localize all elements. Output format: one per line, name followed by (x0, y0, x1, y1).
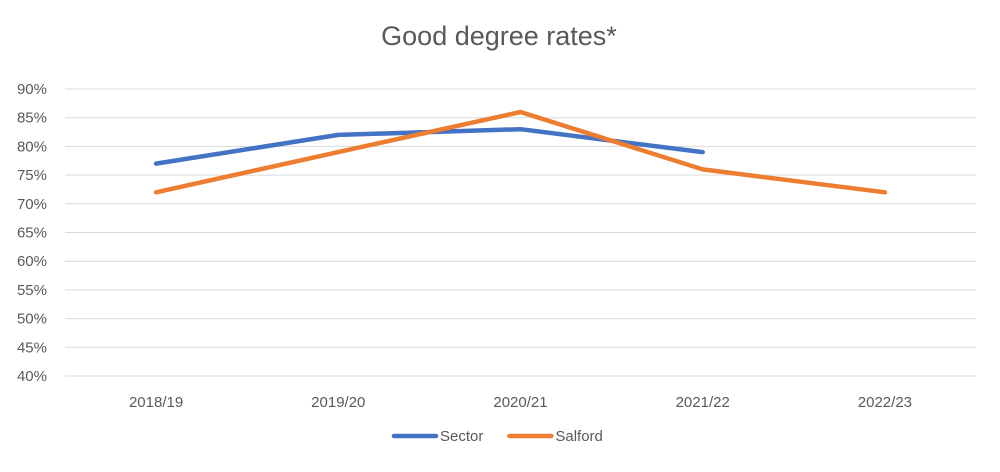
legend-label-salford: Salford (555, 428, 603, 445)
x-tick-label: 2021/22 (676, 394, 730, 411)
legend: Sector Salford (391, 428, 603, 445)
y-tick-label: 60% (17, 253, 47, 270)
legend-label-sector: Sector (440, 428, 483, 445)
gridlines (65, 88, 976, 377)
y-tick-label: 40% (17, 368, 47, 385)
y-tick-label: 50% (17, 311, 47, 328)
series-lines (153, 109, 888, 195)
x-tick-label: 2022/23 (858, 394, 912, 411)
x-tick-label: 2018/19 (129, 394, 183, 411)
y-tick-label: 65% (17, 225, 47, 242)
x-tick-label: 2019/20 (311, 394, 365, 411)
x-tick-label: 2020/21 (493, 394, 547, 411)
y-tick-label: 45% (17, 339, 47, 356)
y-tick-label: 75% (17, 167, 47, 184)
chart-title: Good degree rates* (381, 21, 617, 51)
y-tick-label: 80% (17, 138, 47, 155)
y-axis-ticks: 40% 45% 50% 55% 60% 65% 70% 75% 80% 85% 90% (17, 81, 47, 385)
y-tick-label: 70% (17, 196, 47, 213)
y-tick-label: 90% (17, 81, 47, 98)
series-line-salford (153, 109, 888, 195)
x-axis-ticks: 2018/19 2019/20 2020/21 2021/22 2022/23 (129, 394, 912, 411)
y-tick-label: 55% (17, 282, 47, 299)
y-tick-label: 85% (17, 110, 47, 127)
